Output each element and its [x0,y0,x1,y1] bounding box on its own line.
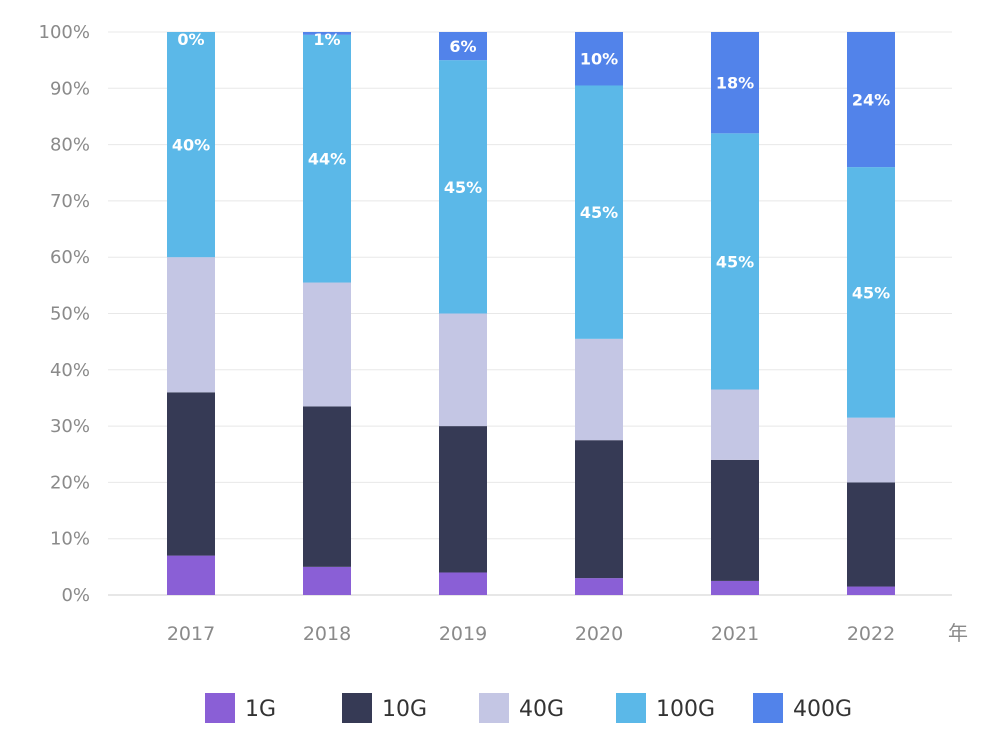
legend-swatch [205,693,235,723]
y-tick-label: 80% [50,135,90,156]
bar-segment-40g [303,282,351,407]
axis-layer: 0% 10% 20% 30% 40% 50% 60% 70% 80% 90% 100% 2017 201… [39,22,896,645]
bar-segment-100g [711,133,759,390]
bar-segment-400g [439,32,487,61]
legend-swatch [342,693,372,723]
bar-segment-10g [439,426,487,573]
legend-item-40g: 40G [479,693,564,723]
data-label-400g: 24% [852,91,890,110]
data-label-400g: 0% [177,30,204,49]
legend-swatch [479,693,509,723]
bar-segment-40g [711,389,759,460]
data-label-100g: 45% [444,178,482,197]
data-label-100g: 40% [172,136,210,155]
x-tick-label: 2017 [167,623,215,645]
legend-swatch [616,693,646,723]
y-tick-label: 90% [50,78,90,99]
data-label-100g: 45% [580,203,618,222]
y-tick-label: 70% [50,191,90,212]
y-tick-label: 60% [50,247,90,268]
y-tick-label: 50% [50,304,90,325]
bar-segment-10g [847,482,895,587]
bar-segment-400g [847,32,895,168]
data-label-layer: 40% 0% 44% 1% 45% 6% 45% 10% 45% 18% 45% 24% [172,30,890,302]
bar-segment-1g [711,580,759,595]
legend-label: 40G [519,697,564,722]
data-label-400g: 18% [716,74,754,93]
x-tick-label: 2020 [575,623,623,645]
bar-segment-40g [439,313,487,427]
x-tick-label: 2018 [303,623,351,645]
y-tick-label: 0% [61,585,90,606]
bar-segment-1g [439,572,487,595]
bar-layer [167,32,895,595]
y-tick-label: 100% [39,22,90,43]
bar-segment-400g [711,32,759,134]
y-tick-label: 20% [50,472,90,493]
bar-segment-1g [575,578,623,595]
x-tick-label: 2022 [847,623,895,645]
legend-item-400g: 400G [753,693,852,723]
bar-segment-100g [575,85,623,339]
legend-label: 100G [656,697,715,722]
legend-swatch [753,693,783,723]
legend-item-10g: 10G [342,693,427,723]
data-label-100g: 45% [716,252,754,271]
bar-segment-100g [303,34,351,283]
bar-segment-1g [303,566,351,595]
legend-item-1g: 1G [205,693,276,723]
bar-segment-40g [847,417,895,483]
data-label-400g: 6% [449,37,476,56]
bar-segment-10g [167,392,215,556]
bar-segment-1g [847,586,895,595]
legend: 1G 10G 40G 100G 400G [205,693,852,723]
bar-segment-1g [167,555,215,595]
data-label-100g: 44% [308,150,346,169]
legend-label: 10G [382,697,427,722]
x-tick-label: 2021 [711,623,759,645]
bar-segment-400g [303,32,351,35]
legend-item-100g: 100G [616,693,715,723]
y-tick-label: 10% [50,529,90,550]
data-label-400g: 10% [580,50,618,69]
x-axis-unit-label: 年 [948,621,968,645]
data-label-400g: 1% [313,30,340,49]
bar-segment-40g [167,257,215,393]
bar-segment-10g [711,459,759,581]
bar-segment-10g [575,440,623,579]
legend-label: 400G [793,697,852,722]
bar-segment-100g [167,32,215,258]
x-tick-label: 2019 [439,623,487,645]
bar-segment-40g [575,338,623,441]
y-tick-label: 40% [50,360,90,381]
bar-segment-10g [303,406,351,567]
bar-segment-100g [847,167,895,418]
bar-segment-400g [575,32,623,86]
bar-segment-100g [439,60,487,314]
legend-label: 1G [245,697,276,722]
data-label-100g: 45% [852,283,890,302]
y-tick-label: 30% [50,416,90,437]
grid-layer [108,31,952,596]
